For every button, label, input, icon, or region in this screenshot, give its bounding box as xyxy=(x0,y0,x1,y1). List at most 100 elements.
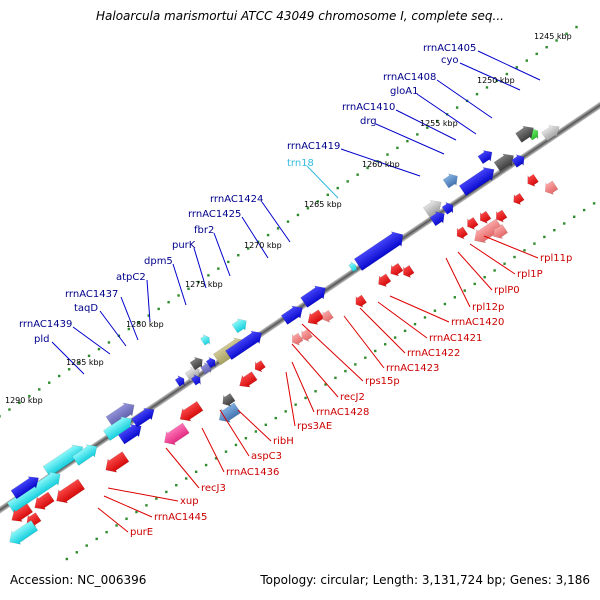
track-dot xyxy=(346,180,349,183)
track-dot xyxy=(473,282,476,286)
gene-label-rrnAC1405[interactable]: rrnAC1405 xyxy=(423,43,476,54)
track-dot xyxy=(436,119,439,123)
gene-label-rpl11p[interactable]: rpl11p xyxy=(540,253,572,264)
track-dot xyxy=(75,551,78,554)
leader-line xyxy=(99,310,127,347)
gene-label-rplP0[interactable]: rplP0 xyxy=(494,285,520,296)
gene-label-rrnAC1408[interactable]: rrnAC1408 xyxy=(383,72,436,83)
gene-label-rps3AE[interactable]: rps3AE xyxy=(297,421,332,432)
reverse-gene-arrow xyxy=(254,360,266,373)
gene-label-fbr2[interactable]: fbr2 xyxy=(194,225,214,236)
gene-label-xup[interactable]: xup xyxy=(180,496,199,507)
gene-label-atpC2[interactable]: atpC2 xyxy=(116,272,146,283)
track-dot xyxy=(356,173,359,176)
gene-label-rpl12p[interactable]: rpl12p xyxy=(472,302,504,313)
reverse-gene-arrow xyxy=(403,265,415,279)
track-dot xyxy=(105,530,108,534)
leader-line xyxy=(306,165,339,199)
track-dot xyxy=(555,39,558,42)
leader-line xyxy=(436,79,493,119)
track-dot xyxy=(334,376,337,380)
leader-line xyxy=(172,263,187,306)
gene-label-rrnAC1423[interactable]: rrnAC1423 xyxy=(386,363,439,374)
track-dot xyxy=(296,213,300,217)
track-dot xyxy=(95,537,98,541)
gene-label-purK[interactable]: purK xyxy=(172,240,196,251)
forward-gene-arrow xyxy=(515,125,534,143)
gene-label-rps15p[interactable]: rps15p xyxy=(365,376,400,387)
gene-label-aspC3[interactable]: aspC3 xyxy=(251,451,282,462)
leader-line xyxy=(165,447,200,489)
gene-label-rpl1P[interactable]: rpl1P xyxy=(517,269,543,280)
leader-line xyxy=(469,243,516,275)
forward-gene-arrow xyxy=(231,318,247,334)
gene-label-rrnAC1425[interactable]: rrnAC1425 xyxy=(188,209,241,220)
forward-gene-arrow xyxy=(131,407,155,428)
gene-label-rrnAC1419[interactable]: rrnAC1419 xyxy=(287,141,340,152)
gene-label-rrnAC1421[interactable]: rrnAC1421 xyxy=(429,333,482,344)
forward-gene-arrow xyxy=(441,201,454,215)
reverse-gene-arrow xyxy=(456,226,469,240)
track-dot xyxy=(485,86,489,89)
forward-gene-arrow xyxy=(477,149,493,165)
track-dot xyxy=(423,316,427,319)
gene-label-rrnAC1439[interactable]: rrnAC1439 xyxy=(19,319,72,330)
gene-label-recJ2[interactable]: recJ2 xyxy=(340,392,365,403)
leader-line xyxy=(201,427,225,473)
gene-label-rrnAC1410[interactable]: rrnAC1410 xyxy=(342,102,395,113)
tick-label: 1250 kbp xyxy=(477,76,515,85)
track-dot xyxy=(386,153,389,156)
gene-label-purE[interactable]: purE xyxy=(130,527,153,538)
track-dot xyxy=(416,133,419,136)
leader-line xyxy=(343,315,385,369)
reverse-gene-arrow xyxy=(9,520,39,545)
track-dot xyxy=(443,302,447,306)
gene-label-gloA1[interactable]: gloA1 xyxy=(390,86,418,97)
track-dot xyxy=(167,300,170,304)
gene-label-drg[interactable]: drg xyxy=(360,116,377,127)
gene-label-rrnAC1424[interactable]: rrnAC1424 xyxy=(210,194,263,205)
reverse-gene-arrow xyxy=(474,218,504,244)
track-dot xyxy=(304,396,307,400)
leader-line xyxy=(457,251,493,291)
gene-label-recJ3[interactable]: recJ3 xyxy=(201,483,226,494)
gene-label-rrnAC1422[interactable]: rrnAC1422 xyxy=(407,348,460,359)
track-dot xyxy=(87,354,91,358)
leader-line xyxy=(291,361,315,413)
gene-label-rrnAC1428[interactable]: rrnAC1428 xyxy=(316,407,369,418)
track-dot xyxy=(575,25,578,29)
forward-gene-arrow xyxy=(225,330,262,361)
gene-label-dpm5[interactable]: dpm5 xyxy=(144,256,173,267)
track-dot xyxy=(194,470,198,473)
gene-label-ribH[interactable]: ribH xyxy=(273,436,294,447)
track-dot xyxy=(67,368,71,371)
gene-label-rrnAC1445[interactable]: rrnAC1445 xyxy=(154,512,207,523)
track-dot xyxy=(57,374,61,378)
gene-label-cyo[interactable]: cyo xyxy=(441,55,459,66)
gene-label-trn18[interactable]: trn18 xyxy=(287,158,314,169)
reverse-gene-arrow xyxy=(239,371,258,388)
gene-label-taqD[interactable]: taqD xyxy=(74,303,98,314)
gene-label-rrnAC1420[interactable]: rrnAC1420 xyxy=(451,317,504,328)
leader-line xyxy=(416,93,477,135)
leader-line xyxy=(291,343,339,398)
track-dot xyxy=(217,267,220,270)
accession-text: Accession: NC_006396 xyxy=(10,573,147,587)
forward-gene-arrow xyxy=(458,166,495,197)
track-dot xyxy=(383,343,387,346)
gene-label-pld[interactable]: pld xyxy=(34,334,49,345)
gene-label-rrnAC1436[interactable]: rrnAC1436 xyxy=(226,467,279,478)
forward-gene-arrow xyxy=(174,375,185,387)
leader-line xyxy=(377,301,428,339)
track-dot xyxy=(455,106,459,109)
reverse-gene-labels: rpl11p rpl1P rplP0 rpl12p rrnAC1420 rrnA… xyxy=(130,253,572,538)
leader-line xyxy=(103,495,153,518)
gene-features xyxy=(6,125,560,545)
track-dot xyxy=(515,66,519,69)
reverse-gene-arrow xyxy=(307,309,325,325)
gene-label-rrnAC1437[interactable]: rrnAC1437 xyxy=(65,289,118,300)
leader-line xyxy=(261,201,291,243)
leader-line xyxy=(389,295,450,323)
